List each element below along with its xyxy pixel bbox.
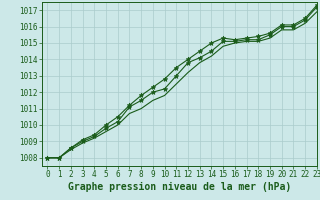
X-axis label: Graphe pression niveau de la mer (hPa): Graphe pression niveau de la mer (hPa) <box>68 182 291 192</box>
